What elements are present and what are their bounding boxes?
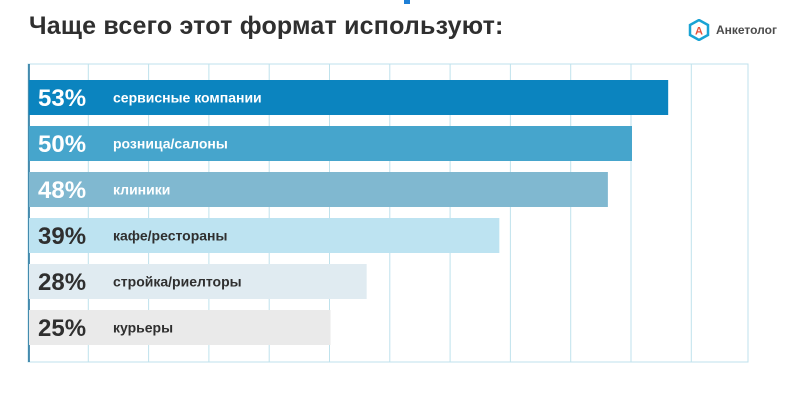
bar-category-label: розница/салоны bbox=[113, 136, 228, 152]
logo-letter: A bbox=[695, 26, 703, 38]
bar-category-label: курьеры bbox=[113, 320, 173, 336]
plot-frame bbox=[27, 63, 749, 363]
bar-category-label: кафе/рестораны bbox=[113, 228, 227, 244]
page-title: Чаще всего этот формат используют: bbox=[29, 12, 504, 40]
bar-value-label: 53% bbox=[38, 85, 86, 112]
bar-category-label: клиники bbox=[113, 182, 170, 198]
bar bbox=[29, 310, 331, 345]
ankettolog-logo-icon: A bbox=[688, 19, 710, 41]
bar-category-label: сервисные компании bbox=[113, 90, 262, 106]
brand-logo: A Анкетолог bbox=[688, 19, 777, 41]
bar-value-label: 28% bbox=[38, 269, 86, 296]
top-accent-mark bbox=[404, 0, 410, 4]
bar-value-label: 25% bbox=[38, 315, 86, 342]
bar-value-label: 48% bbox=[38, 177, 86, 204]
bar bbox=[29, 218, 500, 253]
bar bbox=[29, 172, 608, 207]
bar bbox=[29, 264, 367, 299]
chart-labels: 53% сервисные компании 50% розница/салоны 48… bbox=[38, 85, 262, 342]
bar-value-label: 39% bbox=[38, 223, 86, 250]
bar-category-label: стройка/риелторы bbox=[113, 274, 242, 290]
brand-name: Анкетолог bbox=[716, 23, 777, 37]
bar-value-label: 50% bbox=[38, 131, 86, 158]
bar bbox=[29, 126, 632, 161]
bar bbox=[29, 80, 669, 115]
chart-bars bbox=[29, 80, 669, 345]
